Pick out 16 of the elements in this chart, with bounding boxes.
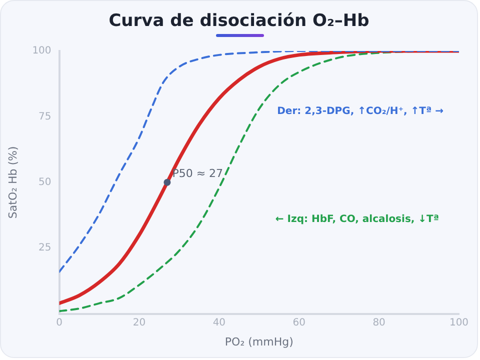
x-tick-label: 80: [372, 317, 386, 328]
x-axis-title: PO₂ (mmHg): [224, 335, 294, 348]
y-tick-label: 50: [38, 176, 52, 188]
y-tick-label: 25: [38, 242, 52, 254]
y-axis-title: SatO₂ Hb (%): [6, 146, 20, 219]
y-tick-label: 100: [32, 46, 52, 57]
x-tick-label: 40: [212, 317, 226, 328]
x-tick-label: 100: [449, 317, 469, 328]
annotation: ← Izq: HbF, CO, alcalosis, ↓Tª: [275, 214, 440, 225]
chart-title: Curva de disociación O₂–Hb: [108, 10, 370, 33]
y-tick-label: 75: [38, 111, 52, 122]
x-tick-label: 20: [132, 317, 146, 328]
annotation: P50 ≈ 27: [172, 166, 224, 180]
x-tick-label: 60: [292, 317, 306, 328]
annotation: Der: 2,3-DPG, ↑CO₂/H⁺, ↑Tª →: [277, 106, 444, 118]
x-tick-label: 0: [56, 317, 62, 328]
